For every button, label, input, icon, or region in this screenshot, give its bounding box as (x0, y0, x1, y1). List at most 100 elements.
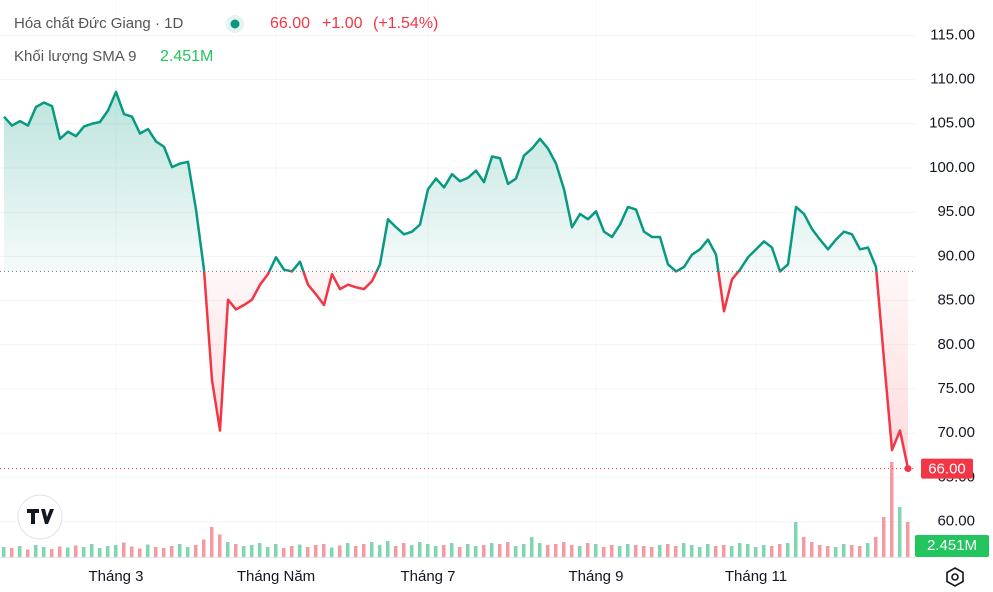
volume-bar (26, 549, 30, 557)
x-tick-label: Tháng 3 (88, 568, 143, 585)
volume-sma: 2.451M (160, 48, 213, 65)
volume-bar (658, 545, 662, 557)
volume-bar (706, 544, 710, 557)
volume-bar (618, 546, 622, 557)
volume-bar (298, 544, 302, 557)
y-tick-label: 75.00 (937, 380, 975, 397)
volume-bar (786, 543, 790, 557)
volume-bar (66, 547, 70, 557)
y-tick-label: 60.00 (937, 513, 975, 530)
volume-bar (338, 545, 342, 557)
volume-bar (170, 546, 174, 557)
volume-bar (42, 547, 46, 557)
volume-bar (610, 545, 614, 557)
volume-bar (642, 546, 646, 557)
volume-bar (882, 517, 886, 557)
volume-bar (194, 545, 198, 557)
y-tick-label: 85.00 (937, 292, 975, 309)
volume-bar (210, 527, 214, 557)
volume-bar (410, 545, 414, 557)
volume-bar (234, 544, 238, 557)
volume-bar (138, 548, 142, 557)
volume-bar (50, 549, 54, 557)
volume-bar (698, 547, 702, 557)
volume-bar (634, 545, 638, 557)
baseline-area (4, 91, 908, 469)
volume-bar (770, 546, 774, 557)
volume-bar (434, 546, 438, 557)
volume-bar (418, 542, 422, 557)
volume-bar (674, 546, 678, 557)
volume-bar (602, 547, 606, 557)
volume-bar (898, 507, 902, 557)
volume-bar (746, 544, 750, 557)
volume-bar (858, 546, 862, 557)
volume-bar (98, 548, 102, 557)
volume-bar (122, 542, 126, 557)
volume-bar (826, 546, 830, 557)
x-tick-label: Tháng Năm (237, 568, 315, 585)
volume-bar (386, 541, 390, 557)
volume-bar (850, 545, 854, 557)
volume-bar (154, 547, 158, 557)
volume-bar (306, 547, 310, 557)
volume-bar (442, 545, 446, 557)
volume-bar (34, 545, 38, 557)
volume-bar (562, 542, 566, 557)
volume-bar (738, 543, 742, 557)
tv-logo[interactable] (17, 494, 63, 540)
volume-bar (546, 545, 550, 557)
volume-bar (394, 546, 398, 557)
volume-bar (794, 522, 798, 557)
volume-bar (378, 545, 382, 557)
volume-bar (202, 539, 206, 557)
volume-bar (834, 547, 838, 557)
volume-bar (258, 543, 262, 557)
volume-bar (402, 543, 406, 557)
volume-bar (130, 546, 134, 557)
volume-bar (178, 544, 182, 557)
volume-bar (626, 544, 630, 557)
volume-bar (778, 544, 782, 557)
volume-bar (818, 545, 822, 557)
price-line (3, 90, 910, 469)
volume-bar (714, 546, 718, 557)
volume-bar (290, 546, 294, 557)
volume-bar (90, 544, 94, 557)
volume-bar (274, 544, 278, 557)
volume-bar (538, 543, 542, 557)
volume-bar (890, 462, 894, 557)
volume-bar (322, 544, 326, 557)
y-tick-label: 110.00 (930, 71, 975, 88)
volume-bar (114, 545, 118, 557)
volume-bar (458, 547, 462, 557)
volume-bar (346, 543, 350, 557)
volume-bar (730, 546, 734, 557)
y-tick-label: 70.00 (937, 424, 975, 441)
volume-bar (466, 544, 470, 557)
volume-bar (506, 542, 510, 557)
volume-bar (498, 544, 502, 557)
y-tick-label: 90.00 (937, 247, 975, 264)
settings-icon[interactable] (946, 567, 964, 587)
volume-bar (426, 544, 430, 557)
volume-bar (2, 547, 6, 557)
volume-bar (842, 544, 846, 557)
volume-bar (762, 545, 766, 557)
volume-label: 2.451M (927, 537, 977, 554)
volume-bar (314, 545, 318, 557)
volume-bar (74, 545, 78, 557)
volume-bar (250, 545, 254, 557)
volume-bar (370, 542, 374, 557)
volume-bar (186, 547, 190, 557)
y-tick-label: 100.00 (929, 159, 975, 176)
volume-bar (754, 547, 758, 557)
volume-bar (802, 537, 806, 557)
volume-bar (514, 546, 518, 557)
volume-bar (106, 546, 110, 557)
volume-bar (482, 545, 486, 557)
volume-bar (58, 546, 62, 557)
volume-bar (226, 542, 230, 557)
last-price-label: 66.00 (928, 461, 966, 478)
